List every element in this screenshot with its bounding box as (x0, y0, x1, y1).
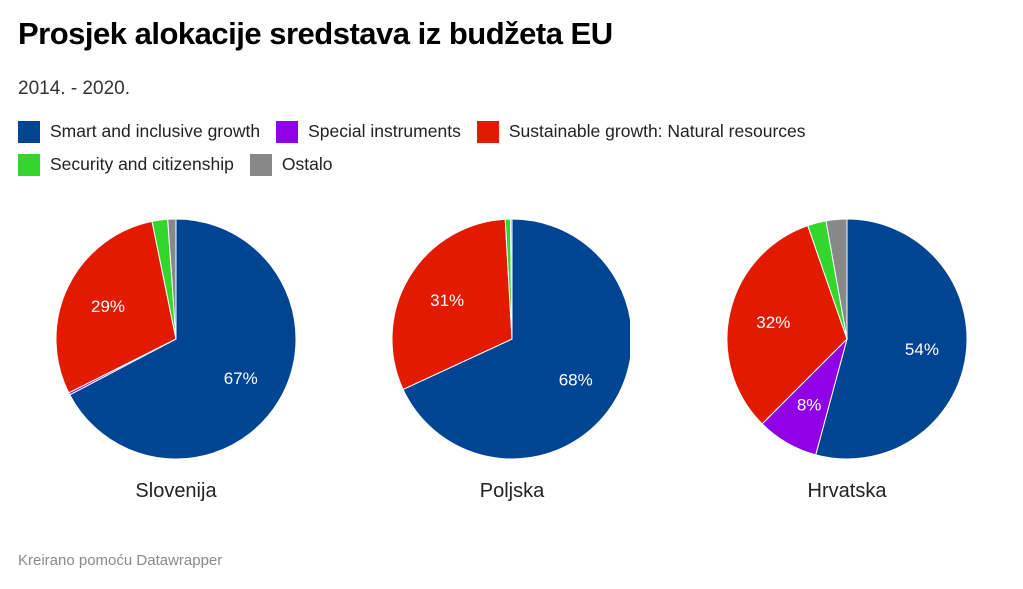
legend-item-sustainable-growth-natural-resources: Sustainable growth: Natural resources (476, 120, 806, 143)
legend-item-security-and-citizenship: Security and citizenship (18, 153, 234, 176)
slice-label: 29% (91, 297, 125, 316)
pie-hrvatska (726, 218, 968, 460)
pie-slice-poljska-smart-and-inclusive-growth (402, 218, 630, 460)
pie-slice-slovenija-smart-and-inclusive-growth (69, 218, 297, 460)
pie-name-poljska: Poljska (480, 480, 545, 502)
pie-slovenija (55, 218, 297, 460)
slice-label: 32% (756, 313, 790, 332)
legend-label: Smart and inclusive growth (50, 121, 261, 141)
legend-item-smart-and-inclusive-growth: Smart and inclusive growth (18, 120, 260, 143)
legend-swatch (249, 153, 272, 176)
legend-label: Special instruments (308, 121, 461, 141)
pie-slice-hrvatska-ostalo (825, 218, 848, 340)
slice-label: 31% (430, 291, 464, 310)
pie-name-hrvatska: Hrvatska (808, 480, 888, 502)
pie-slice-slovenija-ostalo (167, 218, 177, 340)
legend-item-ostalo: Ostalo (249, 153, 333, 176)
chart-title: Prosjek alokacije sredstava iz budžeta E… (18, 16, 613, 51)
legend-label: Sustainable growth: Natural resources (508, 121, 806, 141)
pie-charts: 67% 29% Slovenija 68% 31% Poljska 54% 8% 32% Hrva… (55, 218, 968, 502)
legend-swatch (18, 153, 40, 176)
footer-credit: Kreirano pomoću Datawrapper (18, 552, 223, 569)
pie-slice-slovenija-sustainable-growth-natural-resources (55, 220, 177, 394)
legend-label: Ostalo (281, 154, 333, 174)
legend-swatch (276, 120, 299, 143)
pie-name-slovenija: Slovenija (135, 480, 217, 502)
pie-slice-poljska-ostalo (509, 218, 513, 340)
legend-item-special-instruments: Special instruments (276, 120, 461, 143)
chart-subtitle: 2014. - 2020. (18, 78, 130, 99)
pie-slice-hrvatska-sustainable-growth-natural-resources (726, 224, 848, 425)
legend-label: Security and citizenship (50, 154, 234, 174)
slice-label: 8% (797, 395, 822, 414)
legend-swatch (18, 120, 40, 143)
slice-label: 67% (224, 369, 258, 388)
pie-slice-hrvatska-smart-and-inclusive-growth (815, 218, 968, 460)
pie-poljska (391, 218, 630, 460)
pie-slice-poljska-sustainable-growth-natural-resources (391, 218, 513, 391)
slice-label: 68% (559, 371, 593, 390)
legend-swatch (476, 120, 499, 143)
slice-label: 54% (905, 340, 939, 359)
legend: Smart and inclusive growth Special instru… (18, 120, 1008, 176)
